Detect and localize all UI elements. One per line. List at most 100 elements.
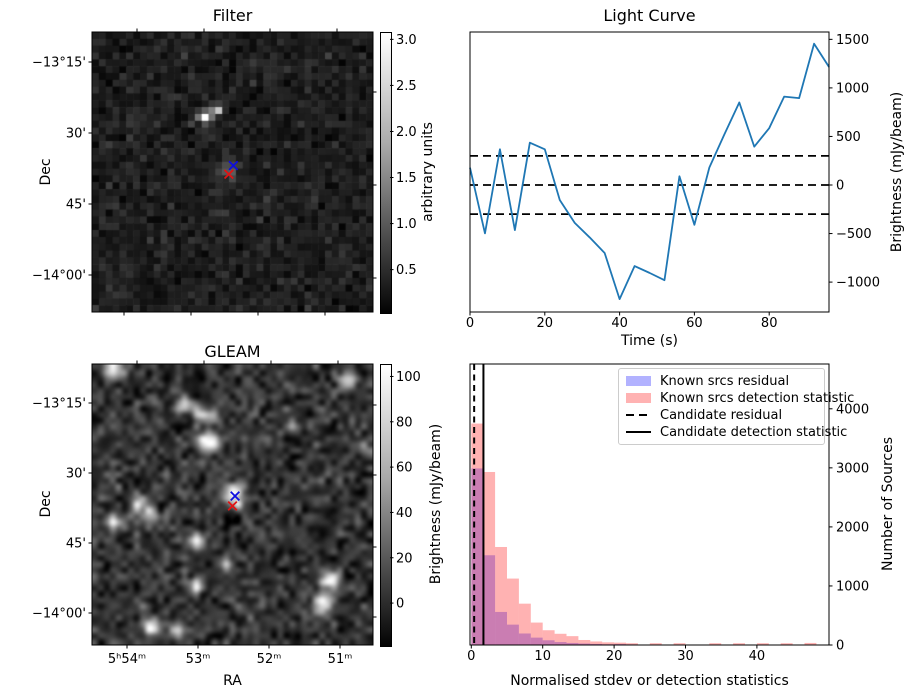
light-curve-ytick-label: 1500 <box>836 33 869 48</box>
light-curve-xtick-label: 0 <box>466 316 474 331</box>
hist-bar-detection <box>709 643 722 645</box>
gleam-colorbar-tick-label: 20 <box>396 551 413 566</box>
hist-bar-residual <box>471 468 484 645</box>
hist-xtick-label: 0 <box>467 649 475 664</box>
hist-bar-detection <box>626 643 638 645</box>
gleam-colorbar-tick-label: 60 <box>396 461 413 476</box>
hist-bar-detection <box>780 643 793 645</box>
gleam-colorbar <box>380 364 392 647</box>
light-curve-title: Light Curve <box>603 6 696 25</box>
legend-label: Candidate detection statistic <box>660 424 848 440</box>
hist-bar-detection <box>614 642 627 645</box>
histogram-xlabel: Normalised stdev or detection statistics <box>510 673 789 689</box>
light-curve-xtick-label: 80 <box>761 316 778 331</box>
gleam-xtick-label: 52ᵐ <box>257 652 282 667</box>
filter-ytick-label: −14°00' <box>32 269 86 284</box>
hist-bar-detection <box>554 633 567 645</box>
hist-ytick-label: 2000 <box>836 520 869 535</box>
hist-bar-residual <box>602 644 615 645</box>
hist-bar-detection <box>495 546 508 645</box>
legend-label: Candidate residual <box>660 407 783 423</box>
filter-ylabel: Dec <box>38 158 54 186</box>
light-curve-xtick-label: 60 <box>686 316 703 331</box>
legend-item-known-detection: Known srcs detection statistic <box>626 390 854 407</box>
filter-image-canvas <box>92 32 373 312</box>
hist-bar-detection <box>518 603 531 645</box>
hist-xtick-label: 40 <box>749 649 766 664</box>
hist-bar-detection <box>733 643 746 645</box>
histogram-legend: Known srcs residual Known srcs detection… <box>618 368 854 445</box>
gleam-colorbar-label: Brightness (mJy/beam) <box>428 423 444 585</box>
filter-colorbar <box>380 32 392 314</box>
gleam-ytick-label: 45' <box>66 537 86 552</box>
hist-bar-detection <box>590 641 603 645</box>
gleam-image-canvas <box>92 364 373 645</box>
hist-ytick-label: 3000 <box>836 461 869 476</box>
legend-label: Known srcs residual <box>660 373 790 389</box>
hist-bar-detection <box>578 639 591 645</box>
filter-colorbar-tick-label: 2.5 <box>396 79 417 94</box>
hist-bar-residual <box>566 642 579 645</box>
hist-ytick-label: 1000 <box>836 579 869 594</box>
filter-colorbar-tick-label: 1.0 <box>396 217 417 232</box>
hist-xtick-label: 20 <box>606 649 623 664</box>
legend-item-candidate-residual: Candidate residual <box>626 407 824 424</box>
hist-bar-residual <box>507 624 519 645</box>
gleam-xtick-label: 5ʰ54ᵐ <box>108 652 146 667</box>
hist-bar-residual <box>530 637 543 645</box>
gleam-colorbar-tick-label: 40 <box>396 506 413 521</box>
legend-solid-line-sample <box>626 431 651 433</box>
legend-swatch-known-residual <box>626 376 651 386</box>
legend-label: Known srcs detection statistic <box>660 390 855 406</box>
filter-colorbar-tick-label: 3.0 <box>396 33 417 48</box>
light-curve-xtick-label: 40 <box>611 316 628 331</box>
gleam-colorbar-tick-label: 0 <box>396 597 404 612</box>
hist-bar-detection <box>804 642 817 645</box>
hist-bar-residual <box>542 640 555 645</box>
hist-bar-residual <box>578 643 591 645</box>
legend-dashed-line-sample <box>626 414 651 416</box>
gleam-xlabel: RA <box>223 673 242 689</box>
hist-xtick-label: 30 <box>677 649 694 664</box>
hist-bar-residual <box>554 642 567 645</box>
legend-item-candidate-detection: Candidate detection statistic <box>626 424 847 441</box>
gleam-ytick-label: 30' <box>66 467 86 482</box>
filter-ytick-label: 45' <box>66 198 86 213</box>
hist-ytick-label: 0 <box>836 639 844 654</box>
hist-bar-detection <box>566 636 579 645</box>
hist-bar-detection <box>507 578 519 645</box>
filter-ytick-label: 30' <box>66 127 86 142</box>
gleam-ytick-label: −14°00' <box>32 607 86 622</box>
hist-bar-detection <box>471 423 484 645</box>
gleam-ytick-label: −13°15' <box>32 397 86 412</box>
histogram-ylabel: Number of Sources <box>880 436 896 572</box>
hist-xtick-label: 10 <box>534 649 551 664</box>
light-curve-line <box>469 42 830 300</box>
gleam-colorbar-tick-label: 100 <box>396 370 421 385</box>
light-curve-spines <box>469 31 830 313</box>
filter-ytick-label: −13°15' <box>32 56 86 71</box>
hist-bar-residual <box>626 644 638 645</box>
light-curve-ytick-label: −1000 <box>836 276 880 291</box>
hist-bar-residual <box>614 644 627 645</box>
hist-bar-detection <box>649 643 662 645</box>
legend-item-known-residual: Known srcs residual <box>626 373 824 390</box>
gleam-xtick-label: 53ᵐ <box>186 652 211 667</box>
hist-bar-detection <box>542 630 555 645</box>
light-curve-ytick-label: 500 <box>836 130 861 145</box>
hist-bar-detection <box>756 643 769 645</box>
filter-title: Filter <box>212 6 253 25</box>
hist-bar-residual <box>590 643 603 645</box>
light-curve-ytick-label: 1000 <box>836 81 869 96</box>
hist-bar-residual <box>483 555 496 645</box>
hist-bar-detection <box>673 643 686 645</box>
hist-bar-residual <box>518 633 531 645</box>
gleam-ylabel: Dec <box>38 490 54 518</box>
filter-colorbar-tick-label: 0.5 <box>396 263 417 278</box>
hist-bar-detection <box>602 642 615 645</box>
gleam-xtick-label: 51ᵐ <box>328 652 353 667</box>
filter-colorbar-tick-label: 2.0 <box>396 125 417 140</box>
filter-colorbar-tick-label: 1.5 <box>396 171 417 186</box>
light-curve-xtick-label: 20 <box>537 316 554 331</box>
